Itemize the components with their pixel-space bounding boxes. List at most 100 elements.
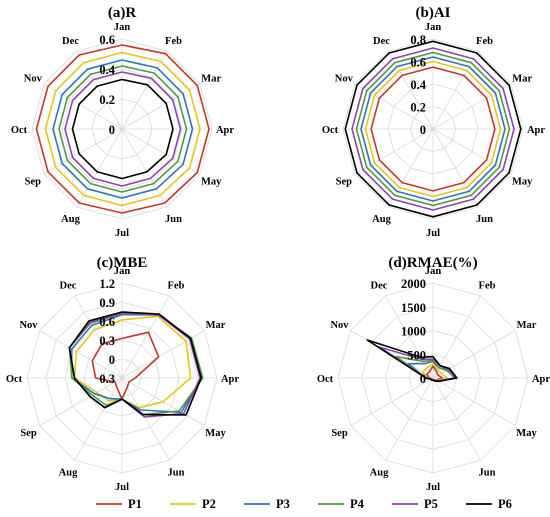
- legend-label: P6: [498, 497, 512, 511]
- month-label: Mar: [512, 74, 532, 85]
- legend-label: P2: [202, 497, 216, 511]
- radial-tick-label: 0: [420, 123, 426, 137]
- month-label: Oct: [6, 374, 23, 385]
- panel-title: (c)MBE: [97, 255, 148, 271]
- grid-spoke: [121, 128, 201, 175]
- grid-spoke: [385, 377, 434, 461]
- radial-tick-label: 0: [420, 372, 426, 386]
- month-label: Apr: [532, 374, 550, 385]
- radial-tick-label: 0.9: [99, 296, 115, 310]
- month-label: Feb: [479, 281, 496, 292]
- panel-title: (a)R: [108, 5, 136, 21]
- grid-spoke: [432, 128, 512, 175]
- series-p3: [360, 56, 506, 202]
- radial-tick-label: 0.6: [410, 56, 426, 70]
- radar-panel-4: Jan Feb Mar Apr May Jun Jul Aug Sep Oct Nov Dec 0 500…: [317, 255, 550, 493]
- radial-tick-label: 0.6: [99, 315, 115, 329]
- month-label: Feb: [165, 36, 182, 47]
- month-label: Oct: [317, 374, 334, 385]
- panel-title: (d)RMAE(%): [388, 255, 477, 271]
- grid-spoke: [387, 128, 434, 208]
- month-label: Feb: [476, 36, 493, 47]
- month-label: Mar: [201, 74, 221, 85]
- month-label: Dec: [60, 281, 77, 292]
- legend-label: P3: [276, 497, 290, 511]
- series-p6: [366, 339, 458, 383]
- series-p1: [35, 44, 210, 214]
- month-label: Feb: [168, 281, 185, 292]
- legend-label: P4: [350, 497, 365, 511]
- month-label: Jul: [115, 228, 129, 239]
- month-label: Jan: [425, 266, 442, 277]
- month-label: Oct: [11, 125, 28, 136]
- month-label: Jul: [426, 228, 440, 239]
- grid-spoke: [387, 50, 434, 130]
- radial-tick-label: 0.4: [99, 63, 115, 77]
- panels-group: Jan Feb Mar Apr May Jun Jul Aug Sep Oct Nov Dec 0 0.2…: [6, 5, 550, 493]
- month-label: Sep: [20, 428, 37, 439]
- month-label: Nov: [335, 74, 354, 85]
- grid-spoke: [121, 295, 170, 379]
- month-label: Nov: [330, 320, 349, 331]
- series-p1: [370, 66, 496, 192]
- series-p2: [44, 51, 201, 207]
- radial-tick-label: 0.8: [410, 33, 426, 47]
- grid-spoke: [432, 295, 481, 379]
- radial-tick-label: 1.2: [99, 277, 115, 291]
- series-p5: [64, 71, 182, 187]
- radial-tick-label: 0.3: [99, 372, 115, 386]
- legend-item-p5: P5: [392, 497, 438, 511]
- radial-tick-label: 0.3: [99, 334, 115, 348]
- month-label: Jan: [114, 22, 131, 33]
- grid-spoke: [432, 83, 512, 130]
- month-label: May: [512, 177, 533, 188]
- legend: P1 P2 P3 P4 P5 P6: [96, 497, 512, 511]
- legend-item-p1: P1: [96, 497, 142, 511]
- series-p6: [71, 78, 174, 180]
- legend-item-p6: P6: [466, 497, 512, 511]
- month-label: Apr: [216, 125, 234, 136]
- month-label: Sep: [25, 177, 42, 188]
- grid-spoke: [432, 128, 479, 208]
- radial-tick-label: 500: [407, 348, 426, 362]
- month-label: Jun: [476, 214, 493, 225]
- month-label: Sep: [331, 428, 348, 439]
- series-p4: [58, 65, 188, 193]
- radar-panel-2: Jan Feb Mar Apr May Jun Jul Aug Sep Oct Nov Dec 0 0.2…: [322, 5, 546, 239]
- radar-panel-1: Jan Feb Mar Apr May Jun Jul Aug Sep Oct Nov Dec 0 0.2…: [11, 5, 235, 239]
- grid-spoke: [74, 377, 123, 461]
- grid-spoke: [76, 50, 123, 130]
- radial-tick-label: 0.2: [410, 101, 426, 115]
- legend-label: P5: [424, 497, 438, 511]
- legend-label: P1: [128, 497, 142, 511]
- grid-spoke: [121, 128, 168, 208]
- grid-spoke: [39, 330, 123, 379]
- grid-spoke: [43, 128, 123, 175]
- month-label: Jan: [425, 22, 442, 33]
- radar-panel-3: Jan Feb Mar Apr May Jun Jul Aug Sep Oct Nov Dec 0.3 0…: [6, 255, 240, 493]
- legend-item-p4: P4: [318, 497, 365, 511]
- legend-item-p2: P2: [170, 497, 216, 511]
- series-p3: [52, 59, 194, 199]
- grid-spoke: [43, 83, 123, 130]
- month-label: Jan: [114, 266, 131, 277]
- panel-title: (b)AI: [415, 5, 450, 21]
- month-label: Jun: [165, 214, 182, 225]
- month-label: Apr: [527, 125, 545, 136]
- month-label: Jun: [168, 468, 185, 479]
- series-p4: [355, 51, 511, 207]
- month-label: Mar: [517, 320, 537, 331]
- series-p6: [344, 40, 522, 218]
- month-label: Apr: [221, 374, 239, 385]
- grid-spoke: [74, 295, 123, 379]
- grid-spoke: [432, 377, 516, 426]
- month-label: Nov: [24, 74, 43, 85]
- month-label: Nov: [19, 320, 38, 331]
- month-label: Aug: [61, 214, 80, 225]
- legend-item-p3: P3: [244, 497, 290, 511]
- month-label: Oct: [322, 125, 339, 136]
- grid-spoke: [76, 128, 123, 208]
- grid-spoke: [39, 377, 123, 426]
- month-label: Aug: [370, 468, 389, 479]
